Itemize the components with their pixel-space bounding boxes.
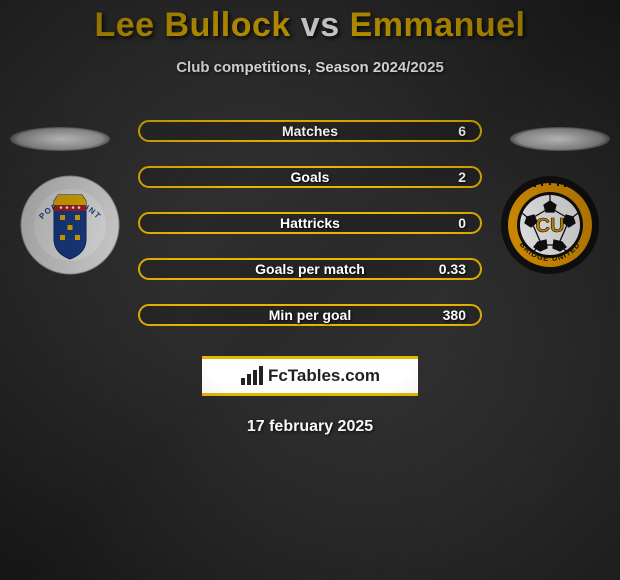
stat-row: Goals 2 — [138, 166, 482, 188]
player2-name: Emmanuel — [350, 6, 526, 44]
stat-value-right: 0.33 — [439, 261, 466, 277]
spotlight-left — [10, 127, 110, 151]
stat-label: Min per goal — [269, 307, 351, 323]
stat-label: Matches — [282, 123, 338, 139]
stat-row: Matches 6 — [138, 120, 482, 142]
subtitle: Club competitions, Season 2024/2025 — [0, 59, 620, 76]
comparison-card: Lee Bullock vs Emmanuel Club competition… — [0, 0, 620, 436]
date-text: 17 february 2025 — [0, 418, 620, 436]
stat-row: Min per goal 380 — [138, 304, 482, 326]
stat-value-right: 380 — [443, 307, 466, 323]
stat-value-right: 2 — [458, 169, 466, 185]
svg-text:CU: CU — [536, 215, 565, 237]
stats-container: Matches 6 Goals 2 Hattricks 0 Goals per … — [138, 120, 482, 326]
vs-text: vs — [301, 6, 340, 44]
stat-row: Goals per match 0.33 — [138, 258, 482, 280]
team-crest-left: PORT COUNT — [20, 175, 120, 275]
branding-text: FcTables.com — [268, 366, 380, 386]
team-crest-right: CU BRIDGE UNITED — [500, 175, 600, 275]
bars-icon — [240, 366, 264, 386]
stat-label: Goals per match — [255, 261, 365, 277]
stat-row: Hattricks 0 — [138, 212, 482, 234]
stat-label: Goals — [291, 169, 330, 185]
player1-name: Lee Bullock — [94, 6, 290, 44]
stat-value-right: 6 — [458, 123, 466, 139]
page-title: Lee Bullock vs Emmanuel — [0, 6, 620, 45]
stat-label: Hattricks — [280, 215, 340, 231]
stat-value-right: 0 — [458, 215, 466, 231]
spotlight-right — [510, 127, 610, 151]
branding-link[interactable]: FcTables.com — [202, 356, 418, 396]
